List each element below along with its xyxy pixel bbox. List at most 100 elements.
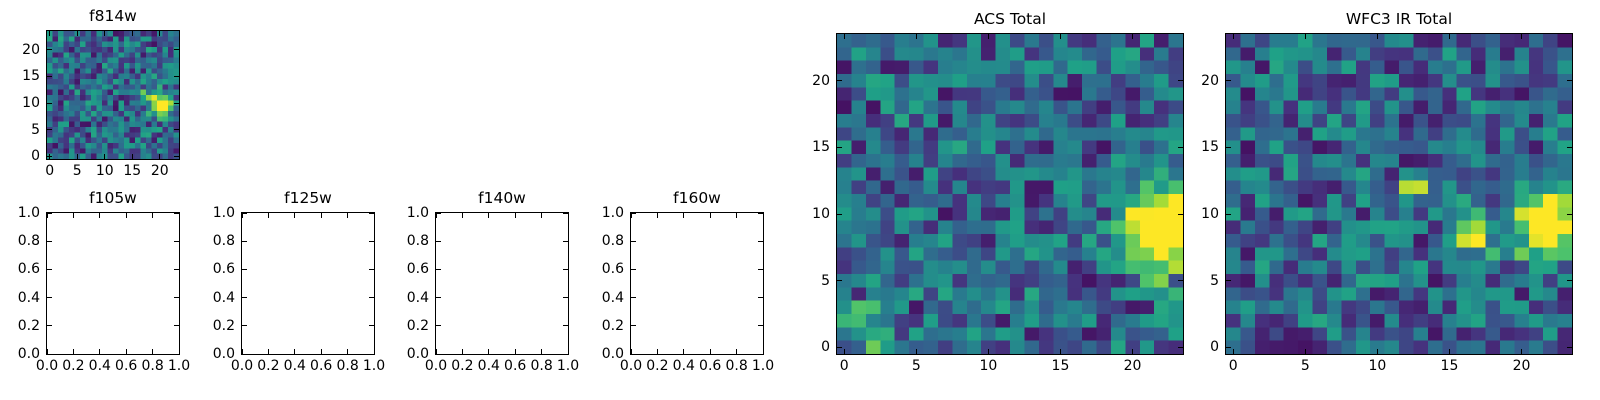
plot-area-acs-total: 0 5 10 15 20 0 5 10 15 20 <box>812 33 1184 373</box>
tick-mark <box>843 34 845 39</box>
tick-mark <box>1178 346 1183 348</box>
tick-mark <box>347 349 349 354</box>
tick-mark <box>514 213 516 218</box>
tick-mark <box>514 349 516 354</box>
tick-mark <box>631 353 636 355</box>
x-tick-label: 0 <box>839 358 849 374</box>
tick-mark <box>762 213 764 218</box>
tick-mark <box>294 349 296 354</box>
tick-mark <box>47 49 52 51</box>
x-tick-label: 0.6 <box>310 358 333 374</box>
tick-mark <box>736 213 738 218</box>
tick-mark <box>174 75 179 77</box>
tick-mark <box>1376 349 1378 354</box>
tick-mark <box>1132 349 1134 354</box>
y-tick-label: 0.4 <box>601 289 624 306</box>
tick-mark <box>758 240 763 242</box>
tick-mark <box>736 349 738 354</box>
x-tick-label: 20 <box>150 163 169 179</box>
plot-area-f125w: 0.0 0.2 0.4 0.6 0.8 1.0 0.0 0.2 0.4 0.6 0.8 1.0 <box>213 206 385 373</box>
tick-mark <box>987 34 989 39</box>
tick-mark <box>1232 34 1234 39</box>
panel-f125w: f125w 0.0 0.2 0.4 0.6 0.8 1.0 0.0 0.2 0.4 0.6 0.8 1… <box>213 190 385 373</box>
tick-mark <box>47 75 52 77</box>
y-tick-label: 15 <box>1201 139 1219 156</box>
tick-mark <box>656 349 658 354</box>
tick-mark <box>159 154 161 159</box>
plot-area-f814w: 0 5 10 15 20 0 5 10 15 20 <box>22 30 180 178</box>
x-tick-label: 0.0 <box>35 358 59 374</box>
tick-mark <box>1304 349 1306 354</box>
tick-mark <box>1567 346 1572 348</box>
tick-mark <box>683 213 685 218</box>
tick-mark <box>567 213 569 218</box>
tick-mark <box>488 349 490 354</box>
tick-mark <box>1448 349 1450 354</box>
y-tick-label: 0.0 <box>601 346 624 362</box>
tick-mark <box>436 268 441 270</box>
x-tick-label: 0.8 <box>336 358 359 374</box>
y-tick-label: 0.0 <box>212 346 235 362</box>
tick-mark <box>1178 213 1183 215</box>
tick-mark <box>99 213 101 218</box>
tick-mark <box>563 240 568 242</box>
plot-area-f140w: 0.0 0.2 0.4 0.6 0.8 1.0 0.0 0.2 0.4 0.6 0.8 1.0 <box>407 206 579 373</box>
tick-mark <box>267 213 269 218</box>
y-tick-label: 0.2 <box>406 317 429 334</box>
x-tick-label: 10 <box>979 358 998 374</box>
tick-mark <box>46 349 48 354</box>
tick-mark <box>563 268 568 270</box>
y-tick-label: 5 <box>1210 272 1219 289</box>
tick-mark <box>1567 146 1572 148</box>
tick-mark <box>47 129 52 131</box>
tick-mark <box>320 349 322 354</box>
x-tick-label: 0.4 <box>283 358 306 374</box>
y-tick-label: 0.8 <box>601 233 624 250</box>
x-tick-label: 1.0 <box>167 358 191 374</box>
panel-title-f814w: f814w <box>89 6 137 25</box>
panel-title-f125w: f125w <box>284 188 332 207</box>
tick-mark <box>436 325 441 327</box>
tick-mark <box>630 349 632 354</box>
tick-mark <box>294 213 296 218</box>
tick-mark <box>837 280 842 282</box>
tick-mark <box>152 213 154 218</box>
tick-mark <box>631 240 636 242</box>
y-tick-label: 0.0 <box>406 346 429 362</box>
tick-mark <box>369 297 374 299</box>
tick-mark <box>174 325 179 327</box>
x-tick-label: 1.0 <box>362 358 386 374</box>
x-tick-label: 15 <box>1440 358 1459 374</box>
tick-mark <box>758 353 763 355</box>
tick-mark <box>1226 346 1231 348</box>
y-tick-label: 0.2 <box>601 317 624 334</box>
tick-mark <box>72 349 74 354</box>
tick-mark <box>435 213 437 218</box>
y-tick-label: 0.2 <box>212 317 235 334</box>
heatmap-image-f814w <box>47 31 179 159</box>
tick-mark <box>758 212 763 214</box>
tick-mark <box>125 213 127 218</box>
x-tick-label: 0 <box>45 163 55 179</box>
y-tick-label: 0.6 <box>601 261 624 278</box>
tick-mark <box>1132 34 1134 39</box>
tick-mark <box>373 349 375 354</box>
y-tick-label: 20 <box>22 41 40 58</box>
tick-mark <box>242 212 247 214</box>
tick-mark <box>630 213 632 218</box>
y-tick-label: 0.2 <box>17 317 40 334</box>
tick-mark <box>1567 80 1572 82</box>
tick-mark <box>369 268 374 270</box>
tick-mark <box>631 297 636 299</box>
tick-mark <box>72 213 74 218</box>
y-tick-label: 0.4 <box>17 289 40 306</box>
tick-mark <box>758 325 763 327</box>
tick-mark <box>436 353 441 355</box>
plot-area-f105w: 0.0 0.2 0.4 0.6 0.8 1.0 0.0 0.2 0.4 0.6 0.8 1.0 <box>18 206 190 373</box>
panel-title-acs-total: ACS Total <box>973 9 1047 28</box>
tick-mark <box>1376 34 1378 39</box>
panel-title-f105w: f105w <box>89 188 137 207</box>
tick-mark <box>758 268 763 270</box>
panel-f160w: f160w 0.0 0.2 0.4 0.6 0.8 1.0 0.0 0.2 0.4 0.6 0.8 1… <box>602 190 774 373</box>
